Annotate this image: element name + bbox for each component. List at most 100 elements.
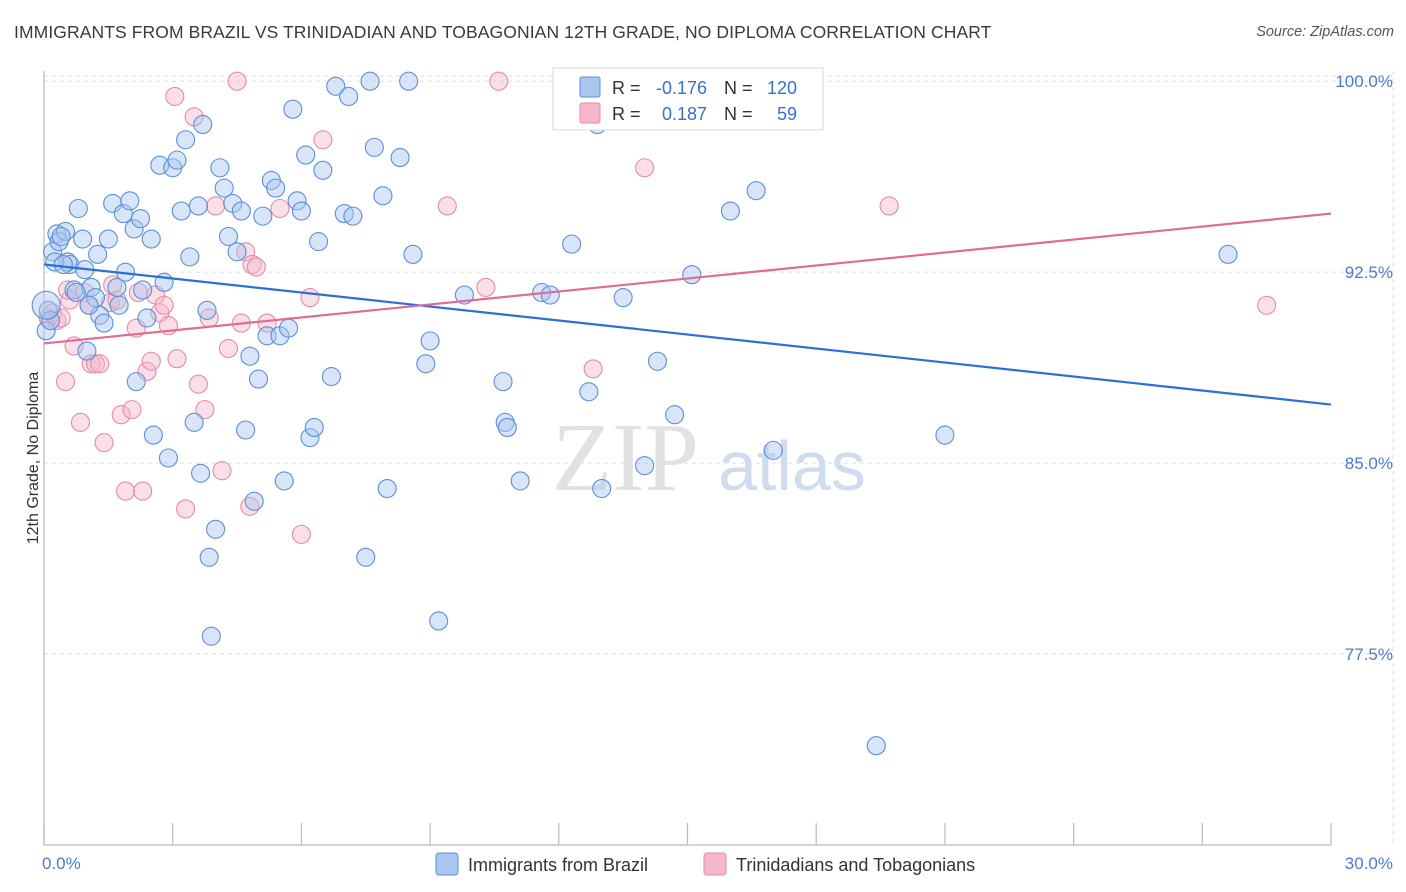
data-point-brazil [278, 318, 299, 338]
data-point-brazil [201, 626, 221, 646]
data-point-brazil [126, 372, 146, 392]
data-point-brazil [343, 206, 363, 226]
data-point-trinidadians [212, 461, 232, 481]
data-point-trinidadians [133, 481, 153, 501]
data-point-brazil [403, 244, 423, 264]
data-point-trinidadians [291, 524, 311, 544]
bottom-legend-label-blue: Immigrants from Brazil [468, 855, 648, 875]
data-point-trinidadians [300, 288, 320, 308]
data-point-trinidadians [176, 499, 196, 519]
data-point-brazil [180, 247, 200, 267]
data-point-trinidadians [94, 433, 114, 453]
data-point-brazil [171, 201, 191, 221]
data-point-brazil [218, 226, 239, 247]
data-point-brazil [296, 145, 316, 165]
data-point-brazil [309, 232, 329, 252]
data-point-brazil [31, 290, 61, 320]
stats-legend: R = -0.176 N = 120 R = 0.187 N = 59 [552, 67, 824, 131]
data-point-brazil [510, 471, 530, 491]
data-point-brazil [227, 242, 247, 262]
data-point-brazil [420, 331, 440, 351]
data-point-trinidadians [122, 400, 142, 420]
data-point-trinidadians [437, 196, 457, 216]
data-point-brazil [210, 158, 230, 178]
data-point-brazil [158, 448, 178, 468]
data-point-trinidadians [227, 71, 247, 91]
data-point-brazil [206, 519, 226, 539]
legend-n-label-blue: N = [724, 78, 753, 98]
data-point-brazil [763, 440, 783, 460]
data-point-trinidadians [137, 361, 157, 381]
data-point-brazil [68, 198, 88, 219]
data-point-brazil [300, 428, 320, 448]
trend-line-trinidadians [43, 212, 1332, 345]
data-point-brazil [746, 181, 766, 201]
bottom-legend-swatch-pink [703, 852, 727, 876]
data-point-trinidadians [313, 130, 333, 150]
data-point-brazil [287, 191, 307, 211]
data-point-brazil [647, 351, 668, 371]
data-point-brazil [124, 219, 144, 239]
data-point-brazil [240, 346, 260, 366]
data-point-trinidadians [154, 295, 174, 315]
y-tick-label: 92.5% [1345, 263, 1393, 282]
data-point-brazil [373, 186, 393, 206]
data-point-trinidadians [583, 359, 603, 379]
data-point-brazil [416, 354, 436, 374]
data-point-trinidadians [167, 349, 187, 369]
data-point-brazil [1218, 244, 1238, 264]
data-point-trinidadians [1257, 295, 1277, 315]
y-axis-label: 12th Grade, No Diploma [25, 372, 42, 545]
data-point-brazil [377, 479, 397, 499]
data-point-brazil [313, 160, 333, 180]
series-brazil-points [31, 71, 1238, 756]
data-point-brazil [109, 295, 129, 315]
data-point-trinidadians [70, 412, 91, 432]
data-point-brazil [592, 479, 612, 499]
data-point-brazil [133, 280, 153, 300]
bottom-legend-label-pink: Trinidadians and Tobagonians [736, 855, 975, 875]
data-point-brazil [79, 295, 99, 315]
data-point-brazil [665, 405, 685, 425]
data-point-brazil [266, 178, 286, 198]
source-label: Source: ZipAtlas.com [1256, 24, 1394, 40]
data-point-brazil [635, 456, 655, 476]
data-point-brazil [73, 229, 93, 249]
data-point-brazil [94, 313, 114, 333]
data-point-brazil [130, 209, 151, 229]
watermark-zip: ZIP [552, 404, 699, 512]
data-point-brazil [193, 114, 213, 135]
data-point-trinidadians [188, 374, 208, 394]
data-point-brazil [53, 254, 73, 275]
data-point-brazil [429, 611, 449, 631]
x-tick-label-max: 30.0% [1345, 854, 1393, 873]
data-point-brazil [321, 366, 341, 387]
data-point-trinidadians [635, 158, 655, 178]
data-point-brazil [197, 300, 217, 320]
data-point-brazil [540, 285, 560, 305]
data-point-brazil [98, 229, 118, 249]
x-tick-label-min: 0.0% [42, 854, 81, 873]
data-point-brazil [399, 71, 419, 91]
data-point-trinidadians [111, 405, 131, 425]
data-point-brazil [143, 425, 163, 445]
bottom-legend-swatch-blue [435, 852, 459, 876]
data-point-brazil [141, 229, 161, 249]
data-point-brazil [188, 196, 208, 216]
x-axis-ticks [43, 823, 1332, 845]
bottom-legend: Immigrants from Brazil Trinidadians and … [435, 852, 975, 876]
trend-line-brazil [43, 263, 1332, 406]
data-point-brazil [120, 191, 140, 211]
data-point-brazil [935, 425, 955, 445]
legend-r-value-blue: -0.176 [656, 78, 707, 98]
data-point-brazil [283, 99, 303, 119]
legend-n-label-pink: N = [724, 104, 753, 124]
data-point-brazil [253, 206, 273, 226]
watermark-atlas: atlas [718, 427, 866, 505]
data-point-brazil [85, 288, 106, 308]
data-point-trinidadians [115, 481, 136, 501]
data-point-trinidadians [218, 338, 239, 359]
data-point-brazil [88, 244, 108, 264]
legend-n-value-blue: 120 [767, 78, 797, 98]
data-point-brazil [339, 86, 359, 107]
